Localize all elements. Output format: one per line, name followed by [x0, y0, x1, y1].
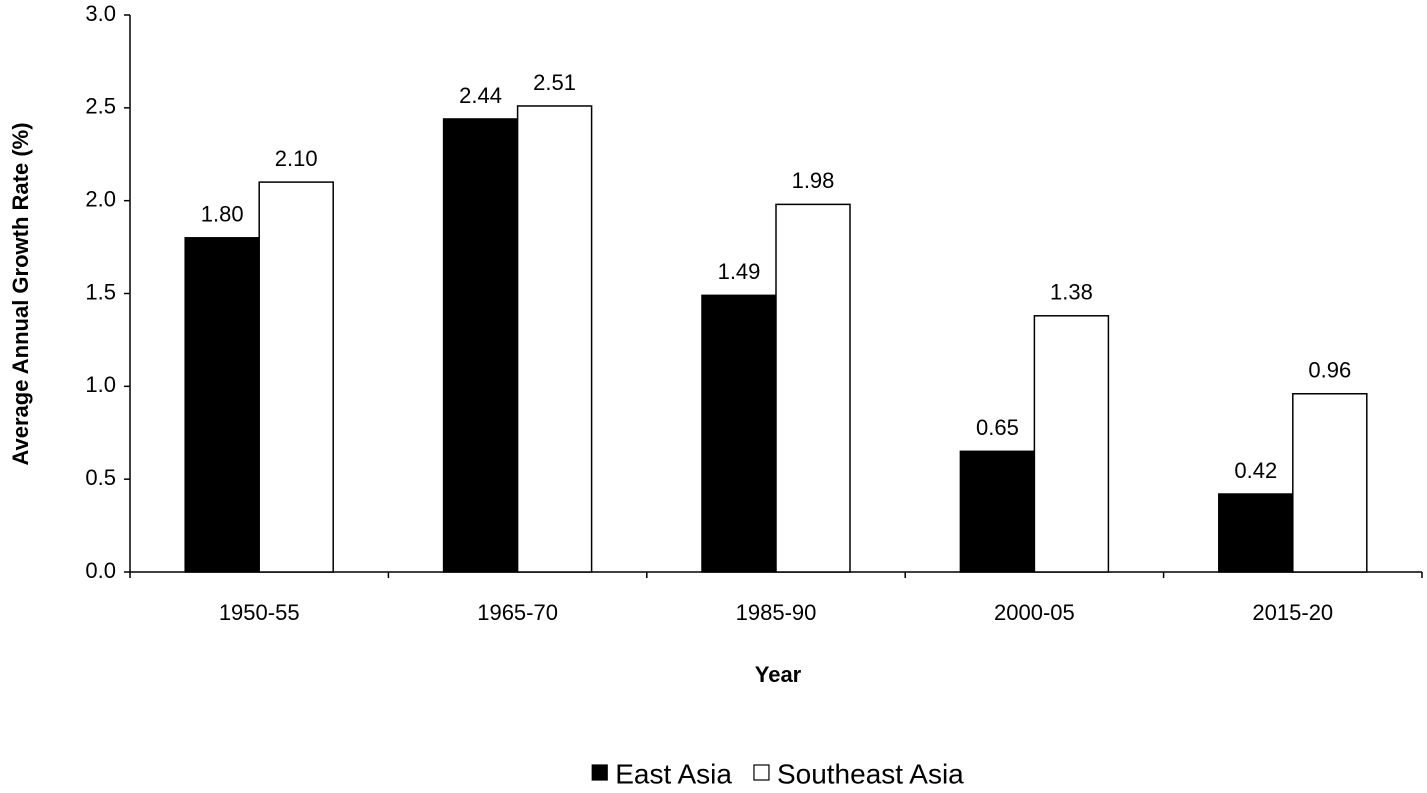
y-tick-label: 1.5 [85, 279, 116, 304]
x-tick-label: 1985-90 [736, 600, 817, 625]
bar [1292, 393, 1368, 573]
bar [442, 118, 519, 573]
bar [516, 105, 593, 573]
bar [184, 237, 260, 573]
legend-swatch [753, 764, 770, 781]
value-label: 0.42 [1234, 458, 1277, 483]
y-axis-title: Average Annual Growth Rate (%) [8, 122, 33, 465]
y-tick-label: 2.0 [85, 186, 116, 211]
bar [258, 181, 334, 573]
value-label: 0.96 [1308, 358, 1351, 383]
y-tick-label: 2.5 [85, 94, 116, 119]
x-tick-label: 1965-70 [477, 600, 558, 625]
value-label: 1.38 [1050, 280, 1093, 305]
y-tick-label: 0.0 [85, 558, 116, 583]
x-tick-label: 2015-20 [1252, 600, 1333, 625]
legend-label: East Asia [615, 758, 732, 789]
y-tick-label: 1.0 [85, 372, 116, 397]
legend-label: Southeast Asia [777, 758, 964, 789]
x-axis-title: Year [755, 662, 802, 687]
value-label: 1.49 [718, 259, 761, 284]
bar [1218, 493, 1294, 573]
value-label: 2.51 [533, 70, 576, 95]
value-label: 1.98 [792, 168, 835, 193]
y-tick-label: 3.0 [85, 1, 116, 26]
bar [1033, 315, 1110, 573]
x-tick-label: 2000-05 [994, 600, 1075, 625]
value-label: 0.65 [976, 415, 1019, 440]
x-tick-label: 1950-55 [219, 600, 300, 625]
value-label: 2.44 [459, 83, 502, 108]
value-label: 1.80 [201, 202, 244, 227]
legend-swatch [591, 764, 608, 781]
bar [701, 294, 777, 573]
bar [959, 450, 1036, 573]
value-label: 2.10 [275, 146, 318, 171]
y-tick-label: 0.5 [85, 465, 116, 490]
bar [775, 203, 851, 573]
